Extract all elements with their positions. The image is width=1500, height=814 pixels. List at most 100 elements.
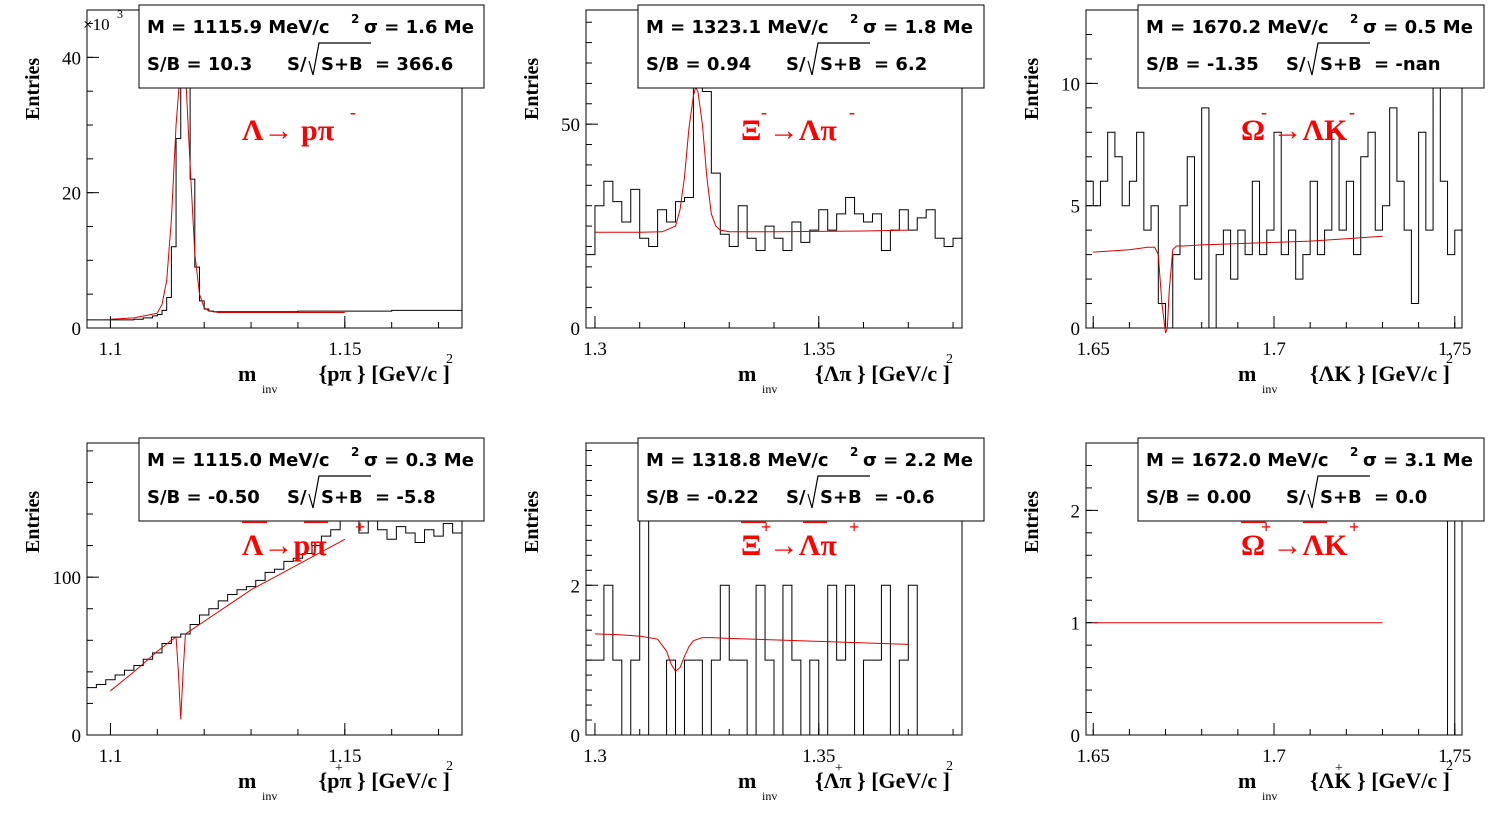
stats-mass: M = 1115.0 MeV/c: [147, 450, 330, 471]
sqrt-sign: [807, 475, 870, 509]
stats-box: [637, 4, 985, 89]
histogram-series: [1086, 509, 1462, 736]
decay-title: Ξ →Λπ: [741, 529, 837, 562]
histogram-series: [586, 82, 963, 256]
y-tick-label: 0: [571, 726, 581, 747]
decay-title-parent-charge: -: [761, 102, 767, 122]
stats-sigma: σ = 3.1 Me: [1363, 450, 1473, 471]
y-tick-label: 40: [62, 48, 81, 69]
stats-significance-value: = 0.0: [1374, 487, 1427, 508]
x-axis-label: {Λπ } [GeV/c ]: [815, 768, 950, 793]
stats-sigma: σ = 0.5 Me: [1363, 17, 1473, 38]
decay-title-parent-charge: +: [761, 517, 771, 537]
stats-significance-prefix: S/: [1286, 487, 1306, 508]
stats-significance-value: = 366.6: [375, 54, 453, 75]
x-axis-label-superscript: 2: [946, 759, 953, 774]
y-tick-label: 2: [1071, 501, 1081, 522]
x-axis-label-subscript: inv: [262, 789, 277, 803]
x-axis-label-superscript: 2: [446, 759, 453, 774]
stats-significance-value: = -0.6: [874, 487, 935, 508]
stats-significance-value: = -5.8: [375, 487, 436, 508]
stats-sqrt-argument: S+B: [820, 54, 862, 75]
y-tick-label: 0: [72, 726, 82, 747]
x-tick-label: 1.7: [1262, 746, 1286, 767]
stats-significance-value: = 6.2: [874, 54, 927, 75]
y-tick-label: 0: [72, 319, 82, 340]
x-axis-label-charge: +: [1335, 761, 1343, 776]
histogram-series: [1086, 82, 1462, 329]
x-axis-label-superscript: 2: [946, 352, 953, 367]
decay-title-daughter-charge: -: [849, 102, 855, 122]
y-exponent: ×10: [83, 15, 110, 34]
stats-mass: M = 1318.8 MeV/c: [646, 450, 829, 471]
stats-s-over-b: S/B = -0.22: [646, 487, 759, 508]
x-axis-label-subscript: inv: [1262, 789, 1277, 803]
sqrt-sign: [1307, 475, 1370, 509]
stats-mass-unit-power: 2: [850, 445, 858, 459]
y-tick-label: 50: [561, 115, 580, 136]
y-tick-label: 10: [1061, 74, 1080, 95]
stats-box: [1137, 4, 1485, 89]
x-axis-label-prefix: m: [1238, 361, 1256, 386]
stats-box: [637, 437, 985, 522]
y-axis-label: Entries: [22, 491, 44, 553]
stats-s-over-b: S/B = 0.00: [1146, 487, 1251, 508]
decay-title-daughter-charge: +: [1349, 517, 1359, 537]
stats-sqrt-argument: S+B: [321, 487, 363, 508]
y-tick-label: 5: [1071, 197, 1081, 218]
y-tick-label: 0: [1071, 319, 1081, 340]
stats-box: [138, 437, 485, 522]
decay-title: Λ→pπ: [242, 529, 327, 562]
stats-significance-prefix: S/: [1286, 54, 1306, 75]
x-axis-label-prefix: m: [738, 361, 756, 386]
y-tick-label: 2: [571, 576, 581, 597]
stats-mass: M = 1670.2 MeV/c: [1146, 17, 1329, 38]
stats-significance-prefix: S/: [287, 487, 307, 508]
fit-curve: [1093, 235, 1383, 334]
decay-title-charge: +: [355, 517, 365, 537]
decay-title: Λ→ pπ: [242, 114, 335, 147]
x-tick-label: 1.65: [1077, 746, 1110, 767]
stats-sigma: σ = 1.6 Me: [364, 17, 474, 38]
x-tick-label: 1.1: [99, 746, 123, 767]
sqrt-sign: [1307, 42, 1370, 76]
fit-curve: [594, 86, 909, 233]
stats-mass-unit-power: 2: [1350, 445, 1358, 459]
x-axis-label-charge: +: [835, 761, 843, 776]
x-axis-label: {pπ } [GeV/c ]: [319, 768, 450, 793]
stats-significance-prefix: S/: [287, 54, 307, 75]
x-axis-label-prefix: m: [1238, 768, 1256, 793]
x-axis-label-subscript: inv: [1262, 382, 1277, 396]
y-axis-label: Entries: [22, 58, 44, 120]
x-axis-label: {ΛK } [GeV/c ]: [1310, 361, 1450, 386]
y-exponent-power: 3: [117, 7, 123, 21]
y-axis-label: Entries: [521, 58, 543, 120]
x-axis-label-charge: +: [335, 761, 343, 776]
x-tick-label: 1.3: [583, 746, 607, 767]
stats-significance-value: = -nan: [1374, 54, 1441, 75]
sqrt-sign: [807, 42, 870, 76]
x-tick-label: 1.65: [1077, 339, 1110, 360]
x-tick-label: 1.3: [583, 339, 607, 360]
x-axis-label: {ΛK } [GeV/c ]: [1310, 768, 1450, 793]
x-axis-label-subscript: inv: [262, 382, 277, 396]
stats-s-over-b: S/B = 0.94: [646, 54, 751, 75]
stats-sigma: σ = 2.2 Me: [863, 450, 973, 471]
stats-sqrt-argument: S+B: [1320, 54, 1362, 75]
x-tick-label: 1.35: [802, 746, 835, 767]
x-axis-label-subscript: inv: [762, 789, 777, 803]
decay-title-charge: -: [350, 102, 356, 122]
fit-curve: [594, 633, 909, 673]
stats-sigma: σ = 0.3 Me: [364, 450, 474, 471]
stats-significance-prefix: S/: [786, 54, 806, 75]
sqrt-sign: [308, 42, 371, 76]
stats-mass-unit-power: 2: [351, 445, 359, 459]
y-tick-label: 0: [1071, 726, 1081, 747]
x-axis-label: {Λπ } [GeV/c ]: [815, 361, 950, 386]
stats-mass-unit-power: 2: [850, 12, 858, 26]
x-tick-label: 1.75: [1438, 746, 1471, 767]
